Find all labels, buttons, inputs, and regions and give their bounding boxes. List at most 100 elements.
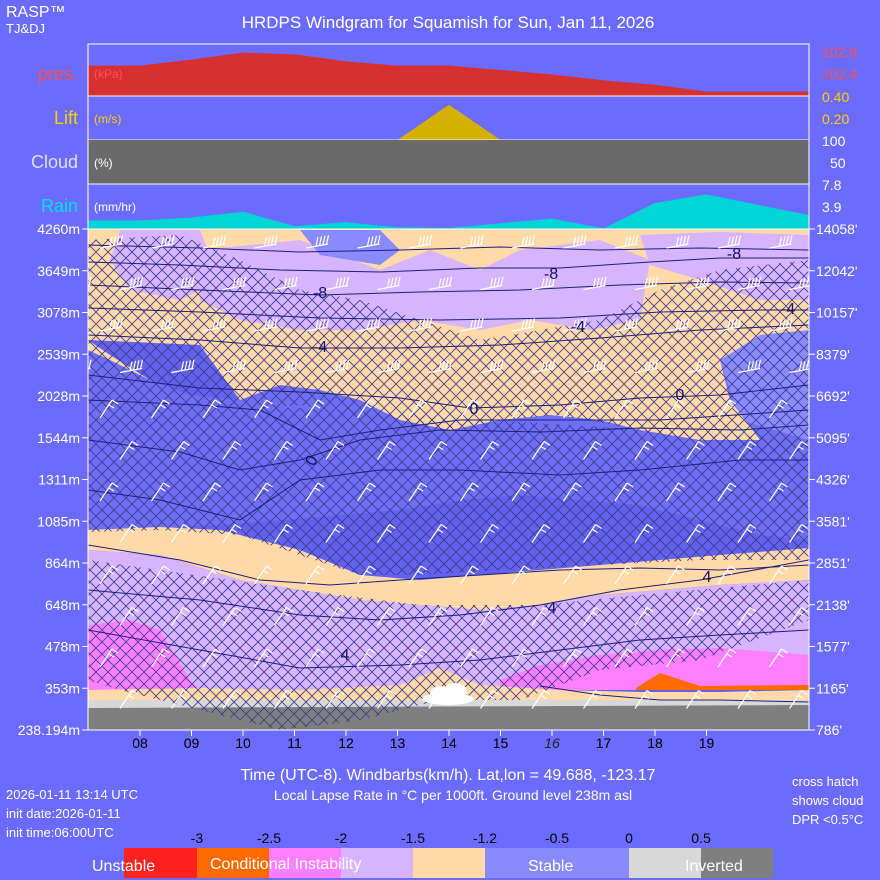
wind-barb — [151, 648, 170, 668]
wind-barb — [583, 359, 607, 374]
rain-label: Rain — [41, 196, 78, 216]
init-time: init time:06:00UTC — [6, 825, 114, 840]
hatch-note-3: DPR <0.5°C — [792, 812, 863, 827]
wind-barb — [717, 235, 742, 249]
isotherm-label: -4 — [571, 319, 585, 336]
wind-barb — [666, 565, 685, 585]
wind-barb — [151, 565, 170, 585]
stability-plot — [88, 229, 809, 730]
wind-barb — [480, 276, 504, 291]
wind-barb — [408, 565, 428, 585]
wind-barb — [531, 276, 556, 291]
height-tick-m: 2028m — [37, 388, 80, 404]
lift-label: Lift — [54, 108, 78, 128]
wind-barb — [531, 690, 551, 709]
wind-barb — [357, 235, 381, 249]
height-axis-feet: 14058' 12042' 10157' 8379' 6692' 5095' 4326' 35… — [809, 221, 858, 738]
height-tick-m: 478m — [45, 639, 80, 655]
lift-unit: (m/s) — [94, 112, 121, 126]
wind-barb — [119, 524, 139, 543]
wind-barb — [666, 318, 690, 332]
isotherm-label: -8 — [313, 285, 327, 302]
time-tick: 14 — [441, 735, 457, 751]
wind-barb — [563, 565, 582, 585]
wind-barb — [151, 399, 170, 419]
time-tick: 10 — [235, 735, 251, 751]
isotherm-label: 0 — [470, 401, 479, 418]
wind-barb — [686, 276, 710, 291]
wind-barb — [563, 235, 587, 249]
height-tick-ft: 2851' — [816, 555, 850, 571]
wind-barb — [460, 482, 479, 502]
wind-barb — [99, 482, 119, 502]
wind-barb — [634, 690, 654, 709]
wind-barb — [171, 690, 190, 709]
time-tick: 15 — [493, 735, 509, 751]
wind-barb — [202, 235, 227, 249]
legend-value: -3 — [191, 830, 204, 846]
legend-label-conditional: Conditional Instability — [210, 856, 361, 873]
height-tick-m: 353m — [45, 680, 80, 696]
wind-barb — [583, 607, 602, 626]
wind-barb — [377, 359, 401, 374]
wind-barb — [666, 399, 685, 419]
pressure-tick-low: 102.4 — [822, 66, 857, 82]
wind-barb — [634, 607, 654, 626]
wind-barb — [563, 318, 587, 332]
chart-title: HRDPS Windgram for Squamish for Sun, Jan… — [242, 13, 655, 32]
wind-barb — [119, 607, 139, 626]
height-tick-ft: 14058' — [816, 221, 858, 237]
isotherm-label: 4 — [341, 647, 350, 664]
height-tick-ft: 10157' — [816, 305, 858, 321]
legend-swatch-stable — [485, 848, 629, 878]
wind-barb — [717, 318, 742, 332]
legend-label-stable: Stable — [528, 858, 573, 875]
wind-barb — [769, 318, 793, 332]
wind-barb — [99, 318, 124, 332]
wind-barb — [171, 276, 195, 291]
wind-barb — [511, 482, 531, 502]
wind-barb — [686, 690, 705, 709]
legend-swatch-peach — [413, 848, 485, 878]
wind-barb — [428, 690, 448, 709]
wind-barb — [222, 276, 247, 291]
wind-barb — [717, 648, 737, 668]
wind-barb — [274, 441, 293, 460]
legend-value: -1.5 — [401, 830, 425, 846]
lift-area — [88, 104, 809, 140]
wind-barb — [408, 482, 428, 502]
wind-barb — [511, 648, 531, 668]
height-tick-m: 3649m — [37, 263, 80, 279]
wind-barb — [666, 648, 685, 668]
hatch-note-1: cross hatch — [792, 774, 858, 789]
wind-barb — [151, 318, 175, 332]
wind-barb — [408, 235, 433, 249]
time-tick: 16 — [544, 735, 560, 751]
isotherm-label: -8 — [727, 246, 741, 263]
height-tick-m: 2539m — [37, 346, 80, 362]
legend-swatch-pink — [269, 848, 341, 878]
wind-barb — [377, 607, 396, 626]
wind-barb — [305, 648, 325, 668]
wind-barb — [686, 607, 705, 626]
rain-unit: (mm/hr) — [94, 200, 136, 214]
pink-right — [500, 648, 809, 690]
wind-barb — [428, 607, 448, 626]
wind-barb — [460, 399, 479, 419]
wind-barb — [357, 318, 381, 332]
wind-barb — [254, 565, 273, 585]
wind-barb — [119, 690, 139, 709]
wind-barb — [769, 482, 788, 502]
wind-barb — [408, 648, 428, 668]
wind-barb — [99, 399, 119, 419]
legend-swatch-conditional — [197, 848, 269, 878]
wind-barb — [428, 441, 448, 460]
wind-barb — [274, 276, 298, 291]
wind-barb — [737, 441, 757, 460]
wind-barb — [531, 359, 556, 374]
hatch-note-2: shows cloud — [792, 793, 864, 808]
legend-value: 0 — [625, 830, 633, 846]
wind-barb — [254, 482, 273, 502]
wind-barb — [254, 399, 273, 419]
